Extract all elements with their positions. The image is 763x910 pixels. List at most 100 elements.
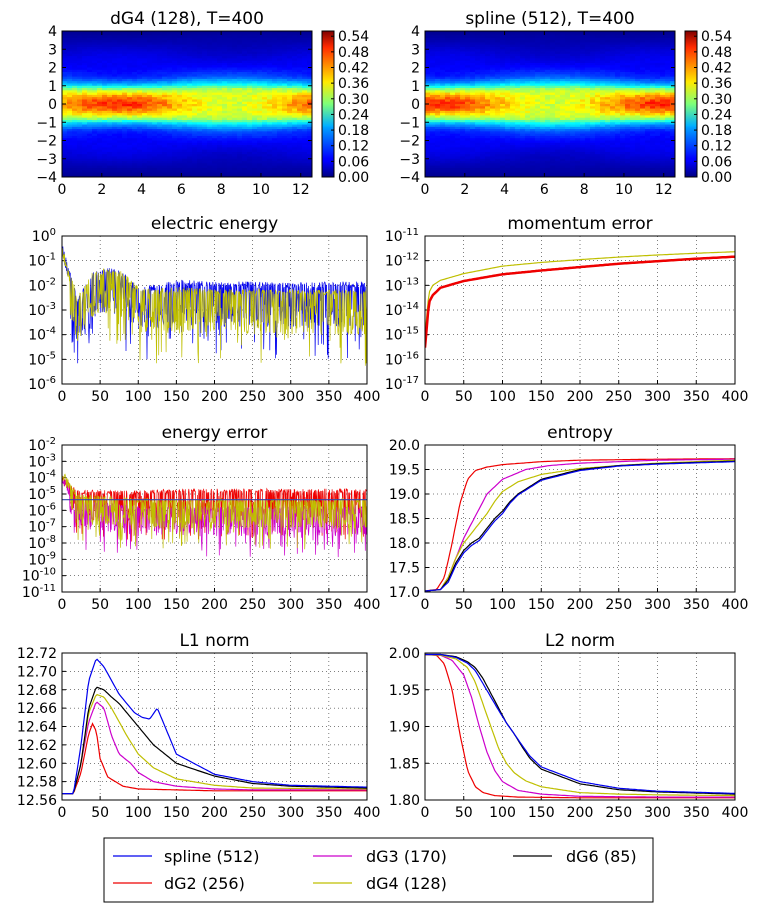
heatmap-cell xyxy=(217,115,223,119)
heatmap-cell xyxy=(117,51,123,55)
heatmap-cell xyxy=(570,94,576,98)
heatmap-cell xyxy=(257,44,263,48)
heatmap-cell xyxy=(172,65,178,68)
heatmap-cell xyxy=(545,101,551,105)
heatmap-cell xyxy=(490,85,496,89)
heatmap-cell xyxy=(635,65,641,68)
heatmap-cell xyxy=(182,129,188,132)
heatmap-cell xyxy=(167,72,173,75)
heatmap-cell xyxy=(187,138,193,141)
heatmap-cell xyxy=(102,72,108,75)
heatmap-cell xyxy=(292,92,298,96)
heatmap-cell xyxy=(302,124,308,128)
heatmap-cell xyxy=(535,74,541,78)
heatmap-cell xyxy=(117,138,123,141)
heatmap-cell xyxy=(232,88,238,91)
heatmap-cell xyxy=(302,101,308,105)
heatmap-cell xyxy=(187,53,193,57)
heatmap-cell xyxy=(192,58,198,62)
heatmap-cell xyxy=(92,154,98,157)
heatmap-cell xyxy=(535,53,541,57)
heatmap-cell xyxy=(485,35,491,39)
heatmap-cell xyxy=(287,161,293,164)
heatmap-cell xyxy=(182,31,188,34)
heatmap-cell xyxy=(72,140,78,144)
heatmap-cell xyxy=(172,40,178,43)
heatmap-cell xyxy=(222,92,228,96)
heatmap-cell xyxy=(650,46,656,50)
heatmap-cell xyxy=(480,85,486,89)
heatmap-cell xyxy=(232,101,238,105)
heatmap-cell xyxy=(505,53,511,57)
heatmap-cell xyxy=(425,69,431,73)
heatmap-cell xyxy=(122,81,128,84)
heatmap-cell xyxy=(97,129,103,132)
heatmap-cell xyxy=(97,101,103,105)
heatmap-cell xyxy=(187,60,193,64)
heatmap-cell xyxy=(162,72,168,75)
heatmap-cell xyxy=(535,42,541,46)
heatmap-cell xyxy=(177,90,183,93)
heatmap-cell xyxy=(132,167,138,171)
heatmap-cell xyxy=(505,83,511,87)
heatmap-cell xyxy=(212,156,218,160)
heatmap-cell xyxy=(117,44,123,48)
heatmap-cell xyxy=(187,65,193,68)
heatmap-cell xyxy=(207,53,213,57)
heatmap-cell xyxy=(87,133,93,137)
heatmap-cell xyxy=(207,108,213,112)
heatmap-cell xyxy=(137,97,143,100)
heatmap-cell xyxy=(177,56,183,59)
heatmap-cell xyxy=(520,78,526,82)
heatmap-cell xyxy=(540,65,546,68)
heatmap-cell xyxy=(610,31,616,34)
heatmap-cell xyxy=(142,108,148,112)
heatmap-cell xyxy=(247,147,253,151)
heatmap-cell xyxy=(440,67,446,71)
heatmap-cell xyxy=(237,133,243,137)
heatmap-cell xyxy=(615,46,621,50)
heatmap-cell xyxy=(187,97,193,100)
heatmap-cell xyxy=(177,131,183,135)
heatmap-cell xyxy=(202,35,208,39)
heatmap-cell xyxy=(262,31,268,34)
heatmap-cell xyxy=(207,115,213,119)
heatmap-cell xyxy=(585,65,591,68)
heatmap-cell xyxy=(550,58,556,62)
heatmap-cell xyxy=(142,35,148,39)
heatmap-cell xyxy=(132,60,138,64)
heatmap-cell xyxy=(102,170,108,173)
heatmap-cell xyxy=(137,76,143,80)
heatmap-cell xyxy=(137,94,143,98)
heatmap-cell xyxy=(247,92,253,96)
heatmap-cell xyxy=(600,49,606,52)
heatmap-cell xyxy=(127,58,133,62)
heatmap-cell xyxy=(530,78,536,82)
heatmap-cell xyxy=(645,42,651,46)
heatmap-cell xyxy=(162,85,168,89)
heatmap-cell xyxy=(287,31,293,34)
heatmap-cell xyxy=(262,106,268,109)
heatmap-cell xyxy=(605,53,611,57)
heatmap-cell xyxy=(182,53,188,57)
heatmap-cell xyxy=(610,85,616,89)
heatmap-cell xyxy=(227,56,233,59)
heatmap-cell xyxy=(277,31,283,34)
heatmap-cell xyxy=(137,131,143,135)
heatmap-cell xyxy=(257,106,263,109)
heatmap-cell xyxy=(107,115,113,119)
heatmap-cell xyxy=(92,69,98,73)
heatmap-cell xyxy=(560,53,566,57)
heatmap-cell xyxy=(540,74,546,78)
heatmap-cell xyxy=(297,161,303,164)
heatmap-cell xyxy=(172,42,178,46)
heatmap-cell xyxy=(92,142,98,146)
heatmap-cell xyxy=(87,74,93,78)
heatmap-cell xyxy=(307,78,313,82)
heatmap-cell xyxy=(670,67,676,71)
heatmap-cell xyxy=(202,56,208,59)
heatmap-cell xyxy=(162,174,168,178)
heatmap-cell xyxy=(495,31,501,34)
heatmap-cell xyxy=(122,122,128,125)
heatmap-cell xyxy=(117,33,123,36)
